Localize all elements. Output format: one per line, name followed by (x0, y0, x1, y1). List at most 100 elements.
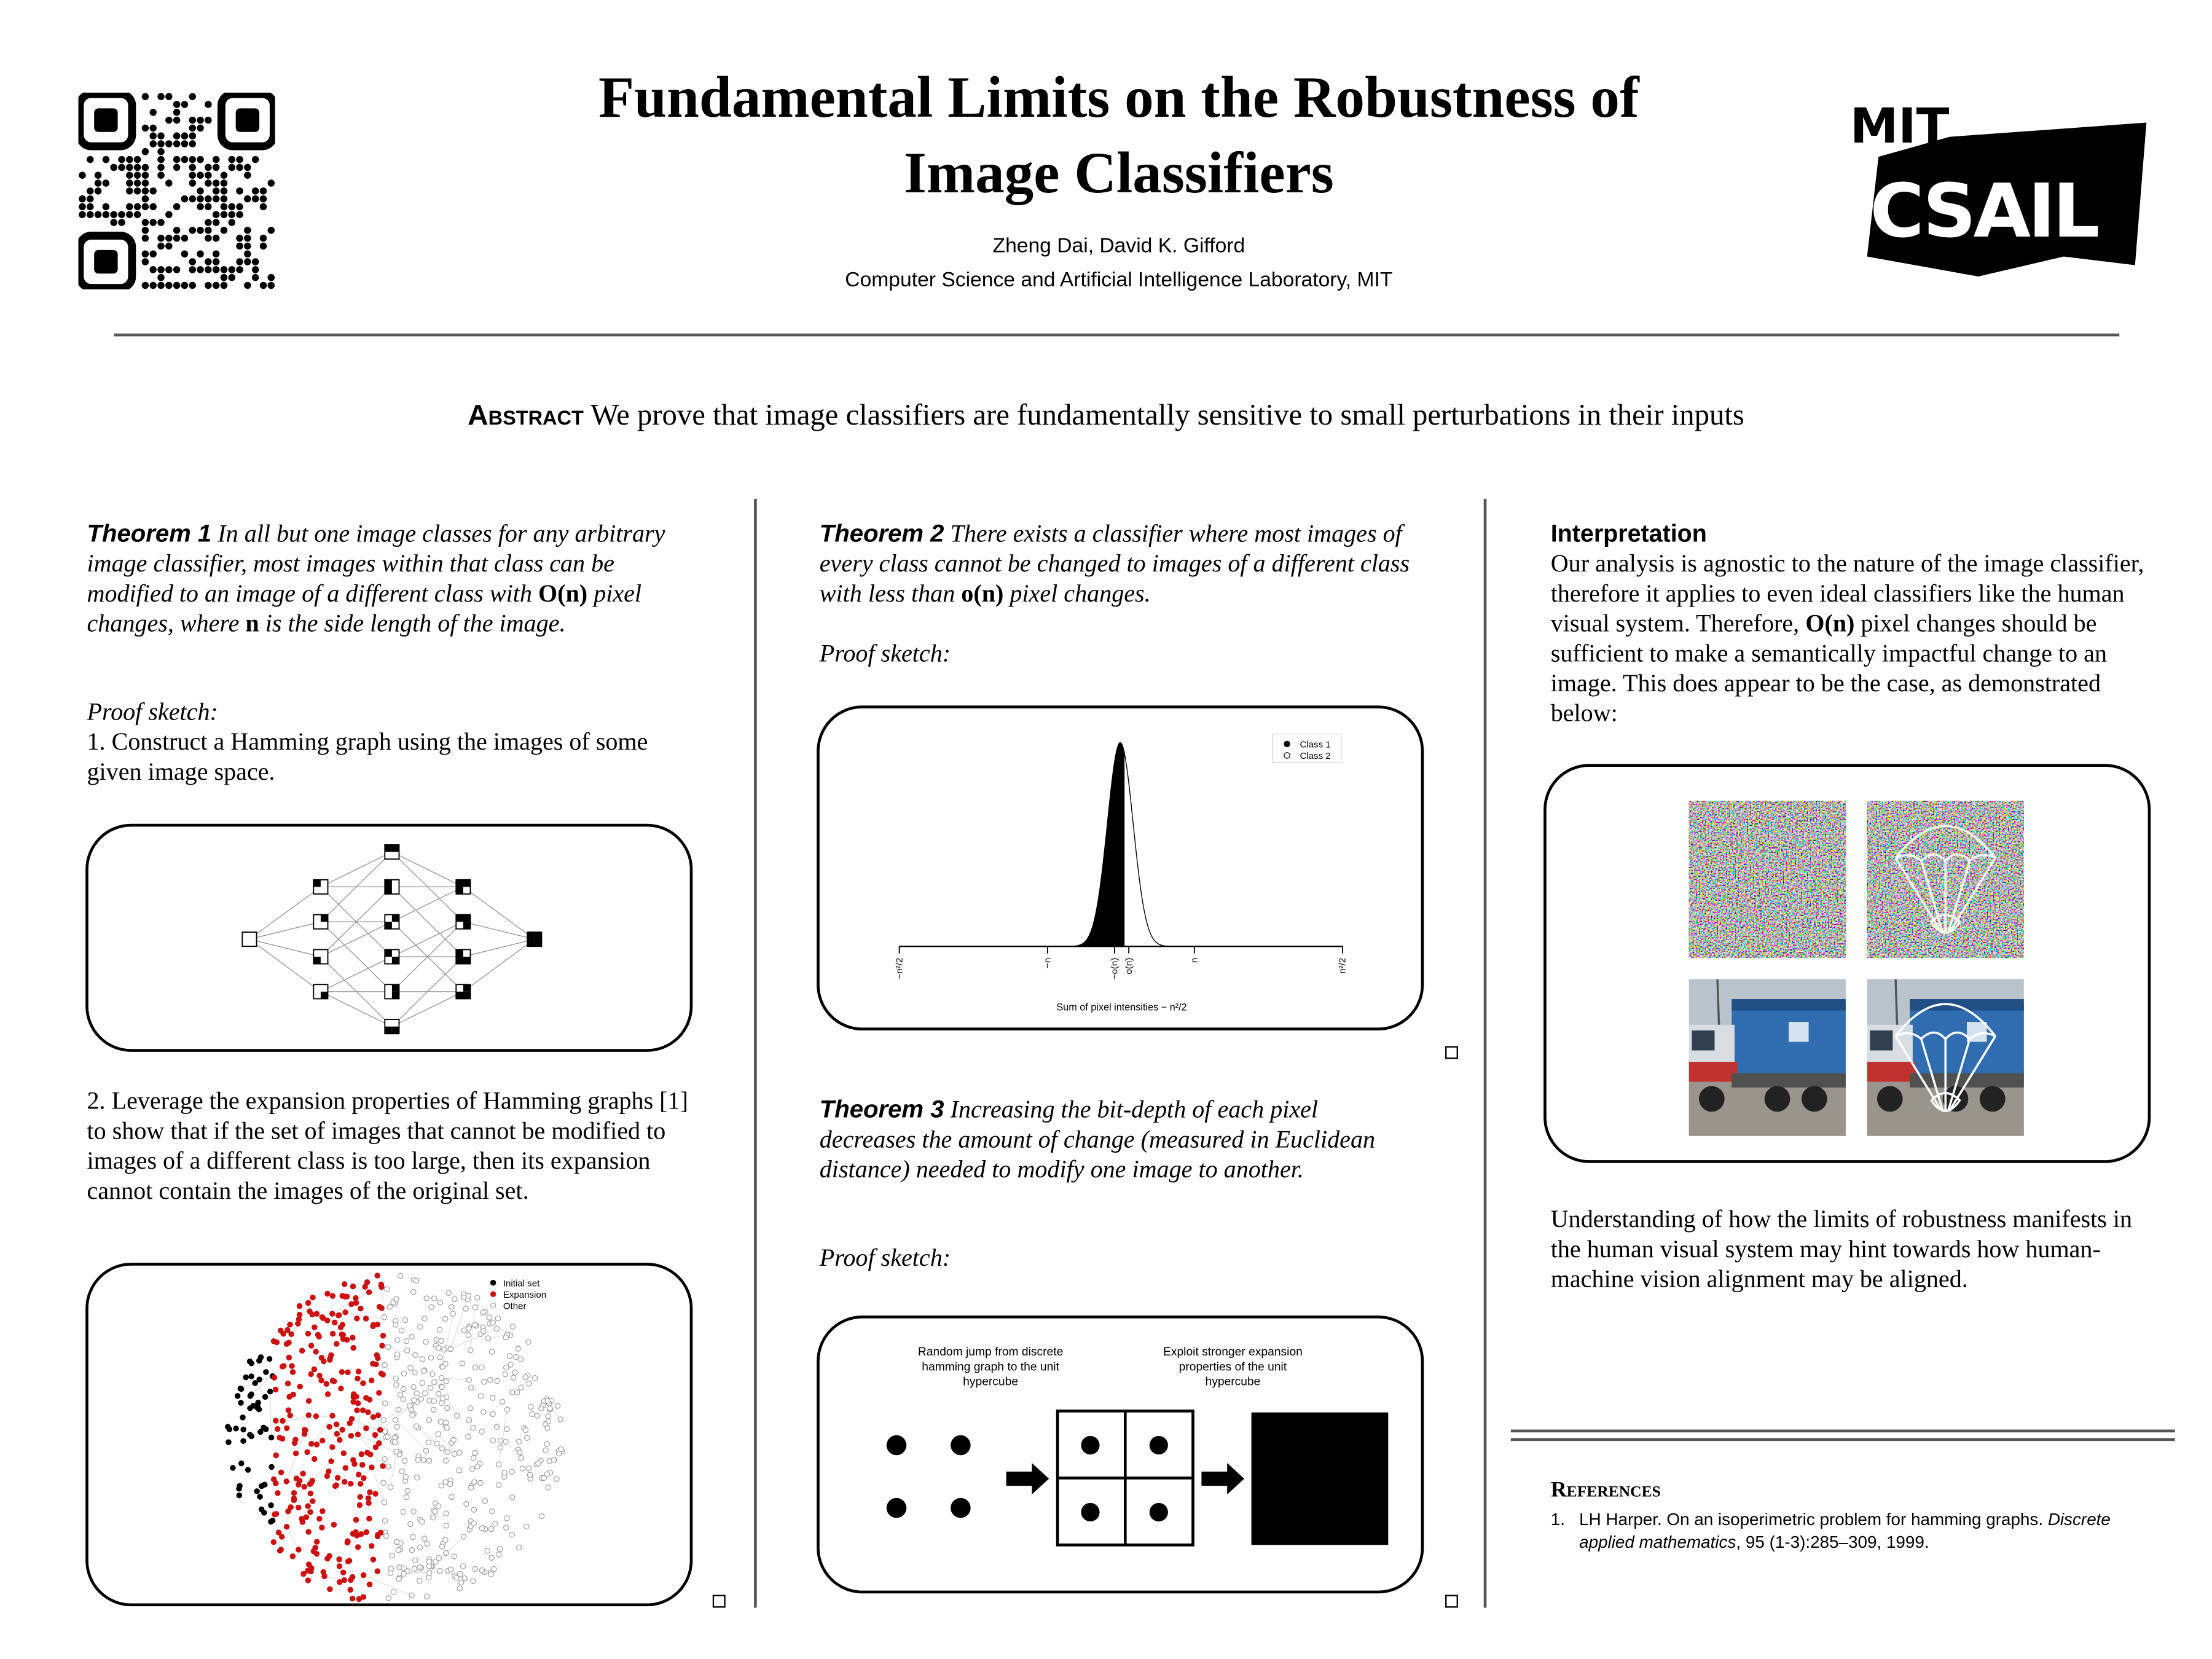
qr-module (173, 281, 181, 289)
graph-node (360, 1572, 367, 1579)
qr-module (181, 234, 189, 242)
graph-node (435, 1345, 442, 1351)
qr-module (228, 155, 236, 163)
graph-node-fill (463, 914, 471, 922)
graph-node (480, 1409, 487, 1415)
graph-node (432, 1508, 438, 1515)
graph-edge (463, 921, 535, 940)
proof-label: Proof sketch: (819, 1244, 951, 1272)
theorem-text: pixel changes. (1003, 580, 1151, 608)
qr-module (149, 109, 157, 116)
graph-node (437, 1300, 443, 1306)
divider (1510, 1429, 2175, 1433)
qr-module (79, 195, 86, 203)
theorem: Theorem 1 In all but one image classes f… (87, 519, 699, 638)
column-divider (1483, 498, 1487, 1608)
graph-node (495, 1315, 501, 1322)
graph-node (395, 1406, 402, 1413)
graph-node (437, 1419, 444, 1425)
graph-node (545, 1484, 551, 1491)
graph-node (482, 1497, 488, 1504)
graph-node (493, 1325, 500, 1332)
graph-node (489, 1395, 496, 1401)
graph-node (241, 931, 257, 947)
qr-module (157, 163, 165, 171)
graph-node (443, 1510, 449, 1516)
graph-node (348, 1301, 355, 1308)
graph-node (426, 1417, 433, 1424)
example-images (1687, 801, 2025, 1137)
vertex (1149, 1503, 1168, 1522)
graph-node (409, 1534, 416, 1540)
graph-node-fill (391, 914, 399, 922)
graph-node (457, 1571, 463, 1577)
qr-module (220, 187, 228, 195)
graph-node (436, 1567, 443, 1574)
graph-node (554, 1476, 560, 1482)
graph-node (443, 1550, 449, 1556)
qr-module (244, 227, 251, 234)
qr-module (126, 211, 133, 218)
graph-node (359, 1462, 366, 1468)
graph-node (386, 1304, 393, 1310)
graph-node (442, 1360, 449, 1367)
qr-module (126, 163, 133, 171)
graph-node (355, 1472, 362, 1478)
graph-node (447, 1346, 453, 1352)
graph-node (407, 1365, 414, 1371)
legend-label: Class 1 (1300, 740, 1330, 750)
graph-node (526, 1381, 532, 1387)
qr-module (197, 124, 204, 132)
qr-module (141, 227, 149, 234)
arrow (1006, 1463, 1049, 1495)
qr-module (149, 132, 157, 139)
graph-node (276, 1548, 283, 1554)
qr-module (133, 163, 141, 171)
density-plot: −n²/2 −n −o(n) o(n) n n²/2 Sum of pixel intens… (894, 734, 1348, 1013)
graph-node (513, 1354, 519, 1360)
qr-module (87, 195, 94, 203)
proof-label: Proof sketch: (87, 698, 218, 726)
qr-module (102, 203, 110, 211)
graph-edge (441, 1314, 453, 1367)
graph-node (547, 1405, 553, 1411)
qr-module (267, 227, 275, 234)
graph-node (336, 1312, 342, 1319)
graph-node (425, 1574, 432, 1581)
legend-marker (1284, 740, 1290, 748)
column-divider (754, 498, 757, 1608)
graph-node (412, 1557, 418, 1564)
graph-node (472, 1322, 478, 1328)
graph-node (234, 1393, 241, 1399)
graph-node (394, 1424, 400, 1430)
graph-edge (391, 921, 464, 957)
graph-node (377, 1529, 384, 1536)
graph-edge (390, 1451, 397, 1488)
qr-module (126, 155, 133, 163)
graph-node (437, 1327, 443, 1333)
graph-node (308, 1343, 315, 1349)
graph-node (443, 1523, 450, 1529)
graph-edge (383, 1405, 412, 1421)
qr-module (236, 163, 243, 171)
theorem-math: n (245, 610, 259, 637)
graph-node (300, 1470, 306, 1477)
graph-node (324, 1290, 331, 1297)
graph-node (437, 1354, 443, 1360)
graph-node (402, 1457, 408, 1464)
graph-node (423, 1295, 429, 1301)
qr-module (94, 187, 102, 195)
graph-node (413, 1277, 420, 1284)
graph-node (305, 1567, 311, 1574)
graph-edge (445, 1397, 458, 1416)
graph-node (268, 1518, 274, 1525)
qr-module (189, 124, 196, 132)
figure-box: Initial set Expansion Other (85, 1263, 693, 1607)
qr-module (251, 155, 259, 163)
paragraph-text: pixel changes should be sufficient to ma… (1550, 610, 2108, 727)
qr-module (205, 116, 212, 124)
graph-node-fill (456, 991, 463, 999)
theorem-text: is the side length of the image. (259, 610, 566, 637)
qr-module (244, 234, 251, 242)
qr-module (133, 187, 141, 195)
